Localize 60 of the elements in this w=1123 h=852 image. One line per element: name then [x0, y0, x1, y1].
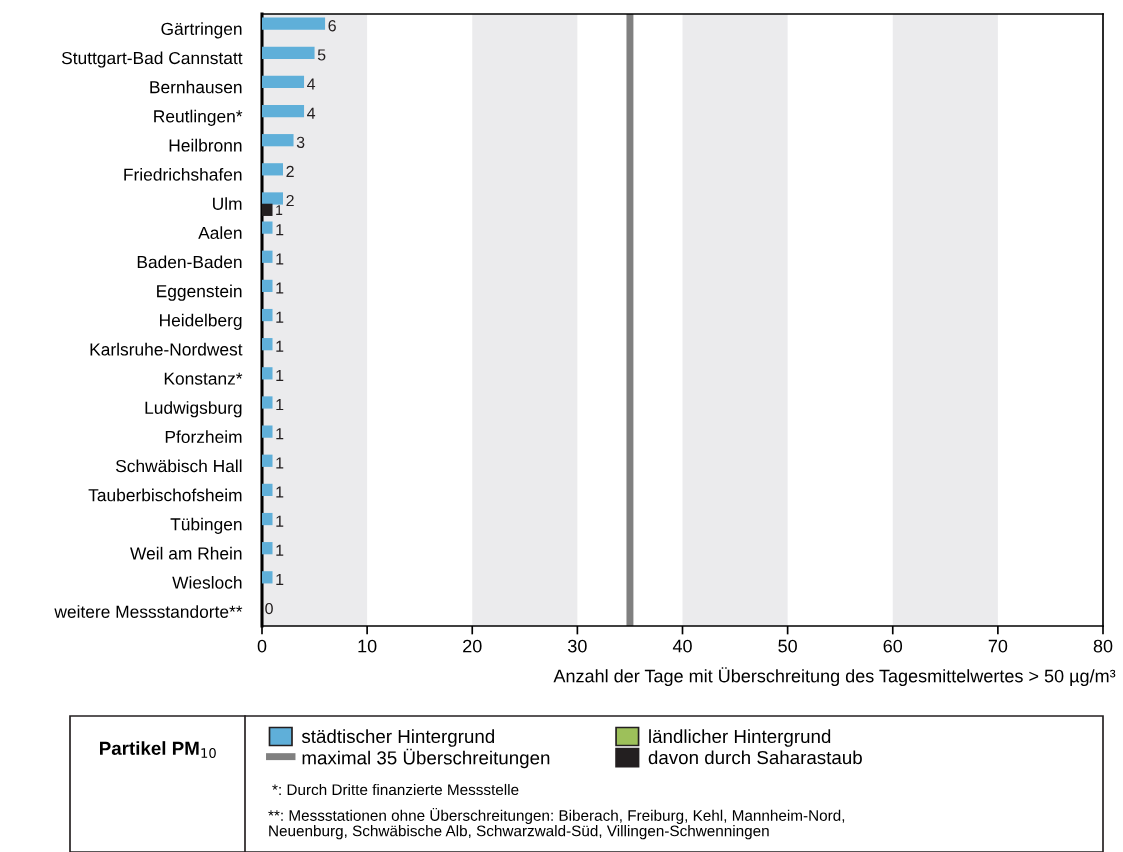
- x-tick-label: 10: [358, 639, 377, 653]
- y-tick-label: Gärtringen: [161, 22, 242, 39]
- data-label: 1: [276, 205, 283, 215]
- y-tick-label: Schwäbisch Hall: [115, 459, 242, 473]
- data-label: 1: [276, 399, 284, 411]
- y-tick-label: Eggenstein: [157, 284, 242, 301]
- x-tick-label: 0: [257, 639, 267, 653]
- data-label: 1: [276, 573, 284, 585]
- text: Partikel PM$_{10}$: [100, 741, 216, 759]
- data-label: 6: [328, 20, 336, 32]
- data-label: 1: [276, 224, 284, 236]
- x-tick-label: 60: [883, 639, 903, 653]
- data-label: 1: [276, 486, 284, 498]
- x-tick-label: 50: [778, 639, 797, 653]
- data-label: 5: [317, 49, 326, 61]
- data-label: 1: [276, 253, 284, 265]
- y-tick-label: Konstanz*: [164, 372, 243, 385]
- data-label: 1: [276, 282, 284, 294]
- data-label: 0: [265, 602, 273, 615]
- legend-label: davon durch Saharastaub: [648, 750, 862, 765]
- y-tick-label: Wiesloch: [172, 576, 242, 589]
- y-tick-label: Aalen: [198, 226, 242, 240]
- data-label: 4: [307, 107, 316, 119]
- data-label: 1: [276, 428, 284, 440]
- legend-label: städtischer Hintergrund: [301, 729, 495, 747]
- x-tick-label: 20: [463, 639, 482, 653]
- y-tick-label: weitere Messstandorte**: [54, 605, 243, 618]
- data-label: 1: [276, 311, 284, 323]
- y-tick-label: Ulm: [213, 197, 242, 210]
- legend-label: ländlicher Hintergrund: [649, 729, 831, 747]
- data-label: 2: [286, 165, 294, 177]
- y-tick-label: Stuttgart-Bad Cannstatt: [61, 51, 243, 68]
- data-label: 2: [286, 194, 294, 207]
- y-tick-label: Bernhausen: [150, 80, 242, 94]
- y-tick-label: Pforzheim: [165, 430, 242, 444]
- data-label: 4: [307, 78, 316, 90]
- y-tick-label: Ludwigsburg: [145, 401, 242, 418]
- data-label: 1: [276, 457, 284, 469]
- y-tick-label: Baden-Baden: [137, 255, 242, 269]
- y-tick-label: Tübingen: [170, 517, 242, 534]
- y-tick-label: Weil am Rhein: [130, 546, 242, 560]
- x-tick-label: 30: [568, 639, 587, 653]
- legend-label: maximal 35 Überschreitungen: [302, 748, 550, 769]
- x-tick-label: 40: [672, 639, 692, 653]
- data-label: 1: [276, 544, 284, 556]
- x-tick-label: 80: [1093, 639, 1113, 653]
- y-tick-label: Friedrichshafen: [124, 168, 242, 181]
- data-label: 3: [296, 136, 305, 148]
- data-label: 1: [276, 340, 284, 352]
- x-axis-title: Anzahl der Tage mit Überschreitung des Tagesmittelwertes > 50 µg/m³: [553, 667, 1116, 686]
- y-tick-label: Tauberbischofsheim: [88, 488, 242, 502]
- y-tick-label: Heilbronn: [169, 138, 242, 152]
- y-tick-label: Heidelberg: [160, 313, 242, 330]
- data-label: 1: [276, 369, 284, 381]
- y-tick-label: Reutlingen*: [154, 109, 243, 126]
- x-tick-label: 70: [988, 639, 1008, 653]
- text: *: Durch Dritte finanzierte Messstelle: [272, 783, 519, 796]
- text: **: Messstationen ohne Überschreitungen: Biberach, Freiburg, Kehl, Mannheim-Nord, Neuenburg, Schwäbische Alb, Schwarzwald-Süd, Villingen-Schwenningen: [268, 808, 845, 840]
- y-tick-label: Karlsruhe-Nordwest: [90, 342, 243, 356]
- data-label: 1: [276, 515, 284, 527]
